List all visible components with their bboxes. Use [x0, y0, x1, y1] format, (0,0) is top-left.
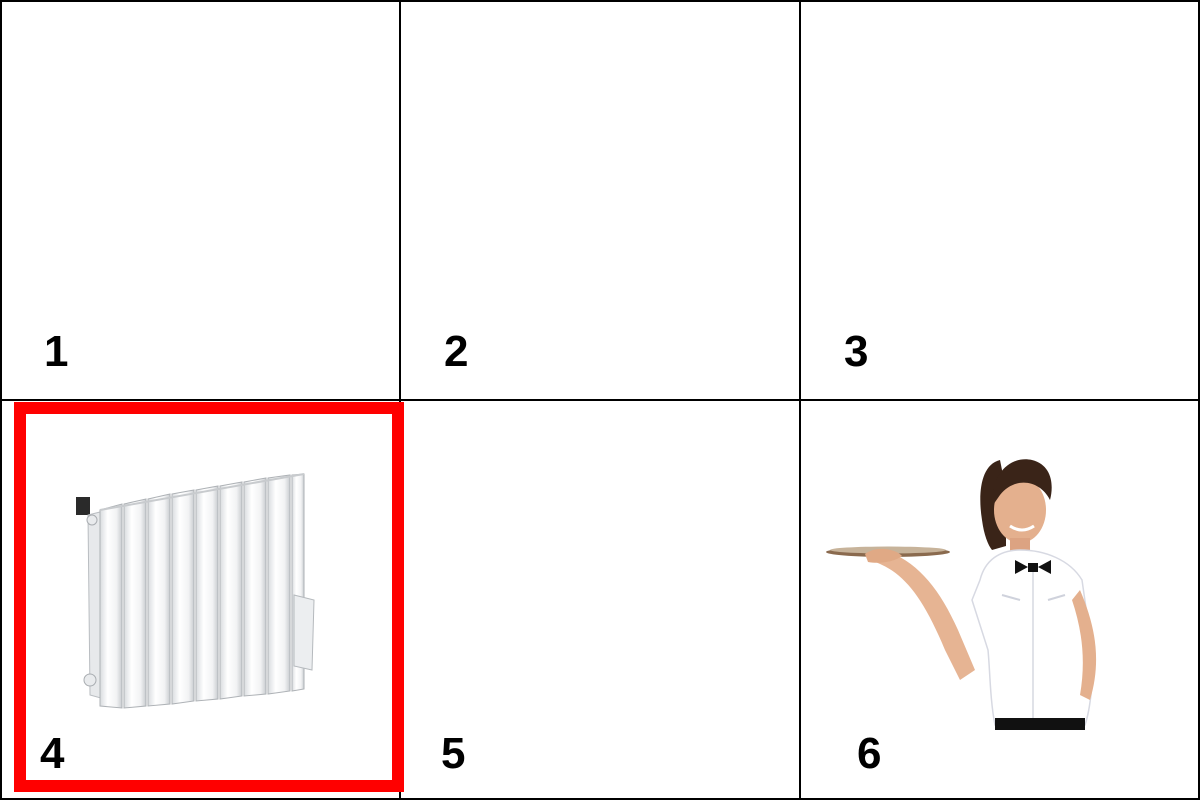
- cell-number-label: 1: [44, 327, 69, 376]
- cell-number-label: 5: [441, 729, 466, 778]
- grid-border: [0, 0, 2, 800]
- cell-number-label: 3: [844, 327, 869, 376]
- grid-cell-5[interactable]: 5: [400, 400, 800, 800]
- grid-divider: [399, 0, 401, 800]
- cell-number-label: 6: [857, 729, 882, 778]
- grid-divider: [799, 0, 801, 800]
- grid-cell-6[interactable]: 6: [800, 400, 1200, 800]
- grid-cell-3[interactable]: 3: [800, 0, 1200, 400]
- grid-cell-4[interactable]: 4: [0, 400, 400, 800]
- grid-cell-1[interactable]: 1: [0, 0, 400, 400]
- grid-border: [0, 798, 1200, 800]
- grid-divider: [0, 399, 1200, 401]
- cell-number-label: 2: [444, 327, 469, 376]
- radiator-icon: [76, 473, 315, 709]
- grid-border: [0, 0, 1200, 2]
- waitress-with-tray-icon: [826, 459, 1097, 730]
- grid-border: [1198, 0, 1200, 800]
- grid-cell-2[interactable]: 2: [400, 0, 800, 400]
- cell-number-label: 4: [40, 729, 65, 778]
